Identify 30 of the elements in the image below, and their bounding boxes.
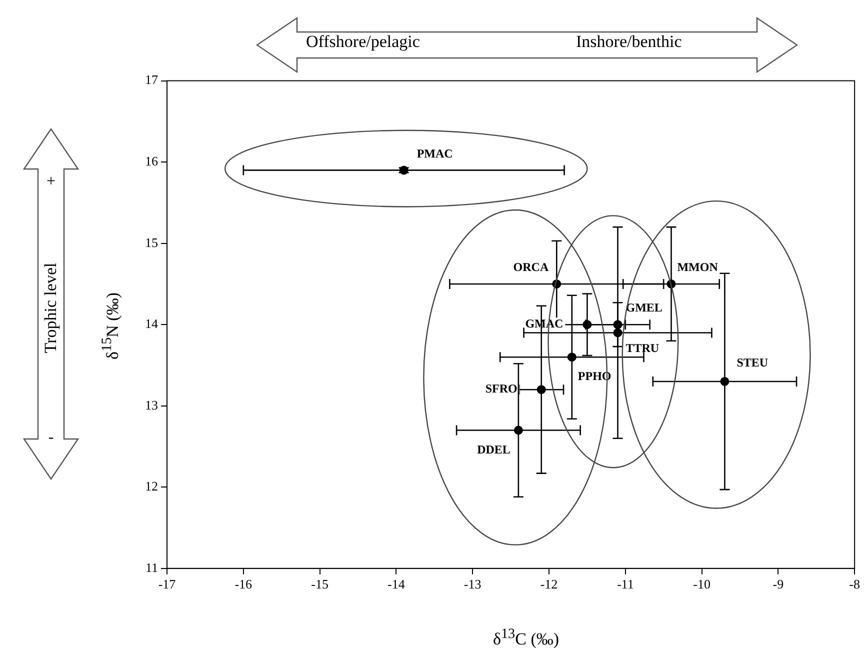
x-tick-label: -12 bbox=[540, 576, 558, 592]
x-tick-label: -13 bbox=[464, 576, 482, 592]
y-tick-label: 12 bbox=[145, 478, 158, 494]
y-tick-label: 17 bbox=[145, 72, 158, 88]
series-label: PMAC bbox=[416, 146, 453, 160]
x-tick-label: -9 bbox=[772, 576, 784, 592]
y-tick-label: 13 bbox=[145, 397, 158, 412]
y-tick-label: 15 bbox=[145, 234, 158, 250]
text: Inshore/benthic bbox=[576, 32, 682, 52]
series-label: TTRU bbox=[626, 340, 660, 355]
x-tick-label: -16 bbox=[234, 576, 253, 592]
series-label: STEU bbox=[736, 356, 768, 370]
series-label: SFRO bbox=[485, 382, 518, 396]
text: Trophic level bbox=[41, 262, 61, 354]
series-label: DDEL bbox=[477, 442, 510, 456]
x-tick-label: -15 bbox=[311, 576, 328, 592]
x-tick-label: -14 bbox=[388, 576, 406, 592]
y-tick-label: 11 bbox=[145, 560, 158, 575]
x-tick-label: -10 bbox=[693, 576, 710, 592]
x-tick-label: -17 bbox=[158, 576, 176, 592]
text: - bbox=[48, 429, 54, 447]
x-tick-label: -8 bbox=[849, 576, 860, 592]
series-label: MMON bbox=[677, 260, 718, 274]
x-axis-title: δ$^{13}$C (‰) bbox=[492, 626, 560, 650]
x-tick-label: -11 bbox=[616, 576, 634, 592]
text: + bbox=[46, 173, 56, 191]
text: Offshore/pelagic bbox=[306, 32, 420, 52]
y-tick-label: 16 bbox=[145, 153, 158, 168]
y-tick-label: 14 bbox=[145, 316, 158, 332]
series-label: ORCA bbox=[513, 260, 549, 274]
